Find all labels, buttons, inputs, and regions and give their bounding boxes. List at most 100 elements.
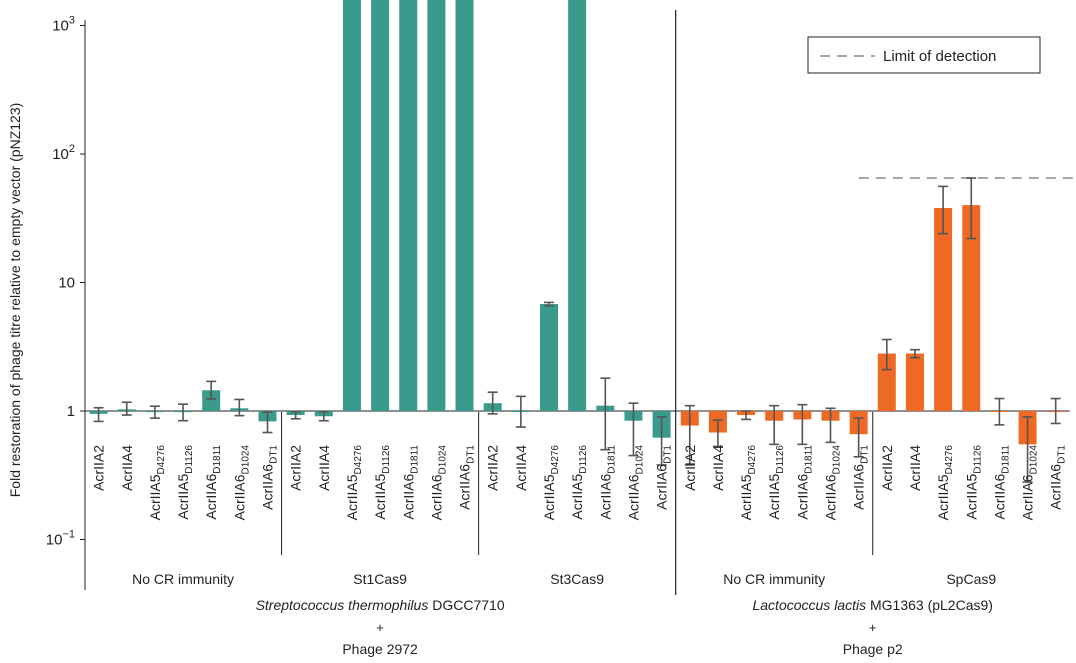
- legend-box: [807, 36, 1041, 74]
- error-bar-31: [966, 177, 977, 240]
- error-bar-16: [544, 301, 554, 307]
- bar-10: [371, 0, 390, 412]
- error-bar-27: [853, 417, 864, 458]
- y-axis-ticks: 10610510410310210110−1: [46, 15, 85, 549]
- x-label-17: AcrIIA5D1126: [569, 445, 589, 520]
- x-label-4: AcrIIA6D1811: [203, 445, 223, 520]
- x-label-3: AcrIIA5D1126: [175, 445, 195, 520]
- bar-29: [905, 353, 924, 411]
- host-plus-0: +: [376, 620, 384, 635]
- y-axis-label: Fold restoration of phage titre relative…: [7, 103, 23, 498]
- error-bar-1: [121, 401, 132, 416]
- error-bar-19: [628, 402, 639, 457]
- error-bar-29: [909, 348, 920, 359]
- x-label-29: AcrIIA4: [907, 445, 923, 491]
- error-bar-6: [262, 411, 273, 434]
- error-bar-2: [149, 405, 160, 419]
- error-bar-20: [656, 416, 667, 466]
- host-organism-1: Lactococcus lactis MG1363 (pL2Cas9): [752, 597, 992, 613]
- bar-16: [540, 304, 558, 411]
- x-label-28: AcrIIA2: [879, 445, 895, 491]
- x-label-20: AcrIIA6DT1: [654, 445, 674, 510]
- x-label-18: AcrIIA6D1811: [597, 445, 617, 520]
- x-label-8: AcrIIA4: [316, 445, 332, 491]
- bar-31: [962, 205, 981, 411]
- x-label-12: AcrIIA6D1024: [428, 445, 448, 521]
- host-organism-0: Streptococcus thermophilus DGCC7710: [256, 597, 505, 613]
- x-label-16: AcrIIA5D4276: [541, 445, 561, 521]
- error-bar-3: [178, 403, 189, 422]
- error-bar-18: [600, 377, 611, 451]
- x-label-33: AcrIIA6D1024: [1020, 445, 1040, 521]
- x-label-15: AcrIIA4: [513, 445, 529, 491]
- x-label-26: AcrIIA6D1024: [823, 445, 843, 521]
- x-label-9: AcrIIA5D4276: [344, 445, 364, 521]
- x-label-34: AcrIIA6DT1: [1048, 445, 1068, 510]
- error-bar-32: [994, 397, 1005, 426]
- error-bar-22: [712, 419, 723, 448]
- group-label-0: No CR immunity: [132, 571, 234, 587]
- x-axis-labels: AcrIIA2 AcrIIA4 AcrIIA5D4276 AcrIIA5D1126 Ac…: [91, 445, 1068, 521]
- x-label-21: AcrIIA2: [682, 445, 698, 491]
- y-tick-label-5: 10: [58, 275, 75, 292]
- group-label-2: St3Cas9: [550, 571, 604, 587]
- error-bar-33: [1022, 416, 1033, 483]
- x-label-2: AcrIIA5D4276: [147, 445, 167, 521]
- legend-label: Limit of detection: [883, 48, 996, 65]
- error-bar-4: [206, 380, 217, 400]
- group-label-4: SpCas9: [946, 571, 996, 587]
- x-label-23: AcrIIA5D4276: [738, 445, 758, 521]
- bar-11: [399, 0, 418, 411]
- error-bar-24: [769, 404, 780, 446]
- host-phage-0: Phage 2972: [342, 641, 418, 657]
- x-label-27: AcrIIA6DT1: [851, 445, 871, 510]
- x-label-1: AcrIIA4: [119, 445, 135, 491]
- error-bar-34: [1050, 397, 1061, 425]
- x-label-19: AcrIIA6D1024: [625, 445, 645, 521]
- x-label-11: AcrIIA6D1811: [400, 445, 420, 520]
- y-tick-label-3: 103: [52, 15, 75, 35]
- bar-30: [934, 207, 953, 411]
- group-labels: No CR immunity St1Cas9 St3Cas9 No CR immuni…: [132, 571, 996, 587]
- x-label-7: AcrIIA2: [288, 445, 304, 491]
- host-phage-1: Phage p2: [843, 641, 903, 657]
- y-tick-label-4: 102: [52, 143, 75, 163]
- bar-13: [455, 0, 474, 411]
- error-bar-30: [938, 185, 949, 235]
- bar-12: [427, 0, 446, 411]
- error-bar-15: [515, 395, 526, 428]
- x-label-24: AcrIIA5D1126: [766, 445, 786, 520]
- error-bar-8: [318, 410, 329, 422]
- x-label-30: AcrIIA5D4276: [935, 445, 955, 521]
- error-bar-26: [825, 407, 836, 444]
- error-bar-5: [234, 398, 245, 417]
- host-labels: Streptococcus thermophilus DGCC7710 + Phag…: [256, 597, 993, 657]
- group-label-3: No CR immunity: [723, 571, 825, 587]
- x-label-10: AcrIIA5D1126: [372, 445, 392, 520]
- error-bar-23: [741, 410, 752, 421]
- x-label-25: AcrIIA6D1811: [794, 445, 814, 520]
- bars: [89, 0, 1065, 445]
- error-bar-0: [93, 406, 104, 423]
- host-plus-1: +: [869, 620, 877, 635]
- bar-17: [568, 0, 587, 411]
- x-label-14: AcrIIA2: [485, 445, 501, 491]
- bar-9: [342, 0, 361, 411]
- x-label-32: AcrIIA6D1811: [991, 445, 1011, 520]
- x-label-5: AcrIIA6D1024: [231, 445, 251, 521]
- error-bar-7: [290, 410, 301, 420]
- y-tick-label-7: 10−1: [46, 529, 75, 549]
- x-label-6: AcrIIA6DT1: [260, 445, 280, 510]
- x-label-13: AcrIIA6DT1: [457, 445, 477, 510]
- error-bar-28: [881, 338, 892, 371]
- x-label-0: AcrIIA2: [91, 445, 107, 491]
- x-label-31: AcrIIA5D1126: [963, 445, 983, 520]
- error-bar-14: [487, 391, 498, 415]
- error-bar-25: [797, 403, 808, 446]
- error-bars: [93, 177, 1061, 483]
- legend: Limit of detection: [807, 36, 1041, 74]
- bar-4: [202, 390, 221, 411]
- bar-28: [877, 353, 896, 411]
- y-tick-label-6: 1: [67, 403, 75, 420]
